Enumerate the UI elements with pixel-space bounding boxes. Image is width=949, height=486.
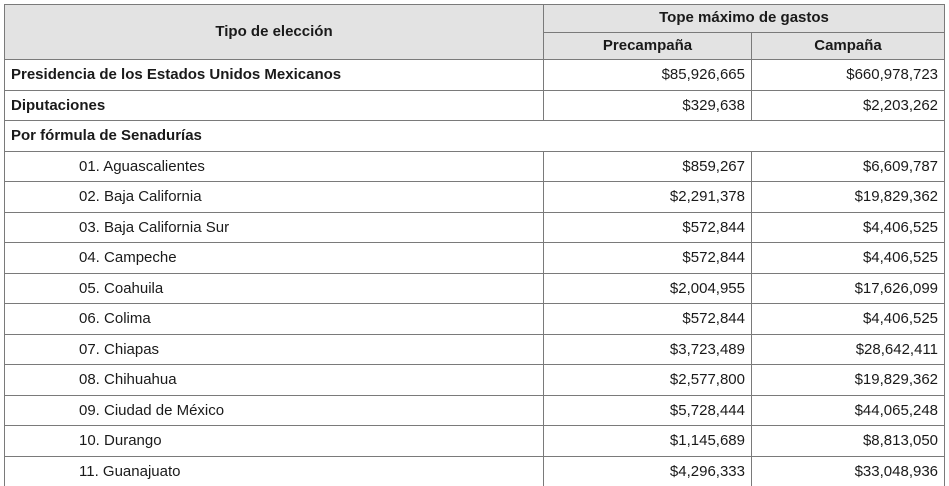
precampaign-amount: $85,926,665 xyxy=(543,59,752,91)
table-row: Diputaciones $329,638 $2,203,262 xyxy=(4,89,946,121)
table-row: 06. Colima $572,844 $4,406,525 xyxy=(4,303,946,335)
precampaign-amount: $1,145,689 xyxy=(543,425,752,457)
precampaign-amount: $572,844 xyxy=(543,242,752,274)
state-label: 01. Aguascalientes xyxy=(4,150,544,182)
table-body: Presidencia de los Estados Unidos Mexica… xyxy=(3,59,946,486)
state-label: 11. Guanajuato xyxy=(4,455,544,486)
state-label: 03. Baja California Sur xyxy=(4,211,544,243)
campaign-amount: $4,406,525 xyxy=(750,211,946,243)
campaign-amount: $17,626,099 xyxy=(750,272,946,304)
senate-group-label: Por fórmula de Senadurías xyxy=(3,120,946,152)
campaign-amount: $33,048,936 xyxy=(750,455,946,486)
header-campaign: Campaña xyxy=(750,31,946,60)
precampaign-amount: $5,728,444 xyxy=(543,394,752,426)
state-label: 02. Baja California xyxy=(4,181,544,213)
table-row: 01. Aguascalientes $859,267 $6,609,787 xyxy=(4,150,946,182)
precampaign-amount: $572,844 xyxy=(543,303,752,335)
precampaign-amount: $2,577,800 xyxy=(543,364,752,396)
campaign-amount: $660,978,723 xyxy=(750,59,946,91)
table-row: 04. Campeche $572,844 $4,406,525 xyxy=(4,242,946,274)
campaign-amount: $8,813,050 xyxy=(750,425,946,457)
row-label: Presidencia de los Estados Unidos Mexica… xyxy=(4,59,544,91)
table-row: 05. Coahuila $2,004,955 $17,626,099 xyxy=(4,272,946,304)
table-header: Tipo de elección Tope máximo de gastos P… xyxy=(4,4,946,60)
campaign-amount: $4,406,525 xyxy=(750,242,946,274)
table-row-cutoff: 11. Guanajuato $4,296,333 $33,048,936 xyxy=(4,455,946,486)
precampaign-amount: $859,267 xyxy=(543,150,752,182)
campaign-amount: $4,406,525 xyxy=(750,303,946,335)
precampaign-amount: $2,004,955 xyxy=(543,272,752,304)
state-label: 04. Campeche xyxy=(4,242,544,274)
precampaign-amount: $4,296,333 xyxy=(543,455,752,486)
table-row: 10. Durango $1,145,689 $8,813,050 xyxy=(4,425,946,457)
header-spending-cap: Tope máximo de gastos xyxy=(542,4,946,33)
senate-group-row: Por fórmula de Senadurías xyxy=(3,120,946,152)
table-row: 02. Baja California $2,291,378 $19,829,3… xyxy=(4,181,946,213)
campaign-amount: $28,642,411 xyxy=(750,333,946,365)
spending-limits-table: Tipo de elección Tope máximo de gastos P… xyxy=(3,4,946,486)
precampaign-amount: $2,291,378 xyxy=(543,181,752,213)
spending-limits-table-container: Tipo de elección Tope máximo de gastos P… xyxy=(3,4,946,486)
precampaign-amount: $329,638 xyxy=(543,89,752,121)
header-precampaign: Precampaña xyxy=(543,31,752,60)
row-label: Diputaciones xyxy=(4,89,544,121)
state-label: 09. Ciudad de México xyxy=(4,394,544,426)
campaign-amount: $2,203,262 xyxy=(750,89,946,121)
table-row: 03. Baja California Sur $572,844 $4,406,… xyxy=(4,211,946,243)
table-row: 08. Chihuahua $2,577,800 $19,829,362 xyxy=(4,364,946,396)
campaign-amount: $19,829,362 xyxy=(750,364,946,396)
precampaign-amount: $572,844 xyxy=(543,211,752,243)
table-row: 07. Chiapas $3,723,489 $28,642,411 xyxy=(4,333,946,365)
table-row: 09. Ciudad de México $5,728,444 $44,065,… xyxy=(4,394,946,426)
campaign-amount: $19,829,362 xyxy=(750,181,946,213)
state-label: 07. Chiapas xyxy=(4,333,544,365)
state-label: 05. Coahuila xyxy=(4,272,544,304)
campaign-amount: $44,065,248 xyxy=(750,394,946,426)
header-election-type: Tipo de elección xyxy=(4,4,544,60)
state-label: 06. Colima xyxy=(4,303,544,335)
table-row: Presidencia de los Estados Unidos Mexica… xyxy=(4,59,946,91)
precampaign-amount: $3,723,489 xyxy=(543,333,752,365)
state-label: 08. Chihuahua xyxy=(4,364,544,396)
campaign-amount: $6,609,787 xyxy=(750,150,946,182)
state-label: 10. Durango xyxy=(4,425,544,457)
